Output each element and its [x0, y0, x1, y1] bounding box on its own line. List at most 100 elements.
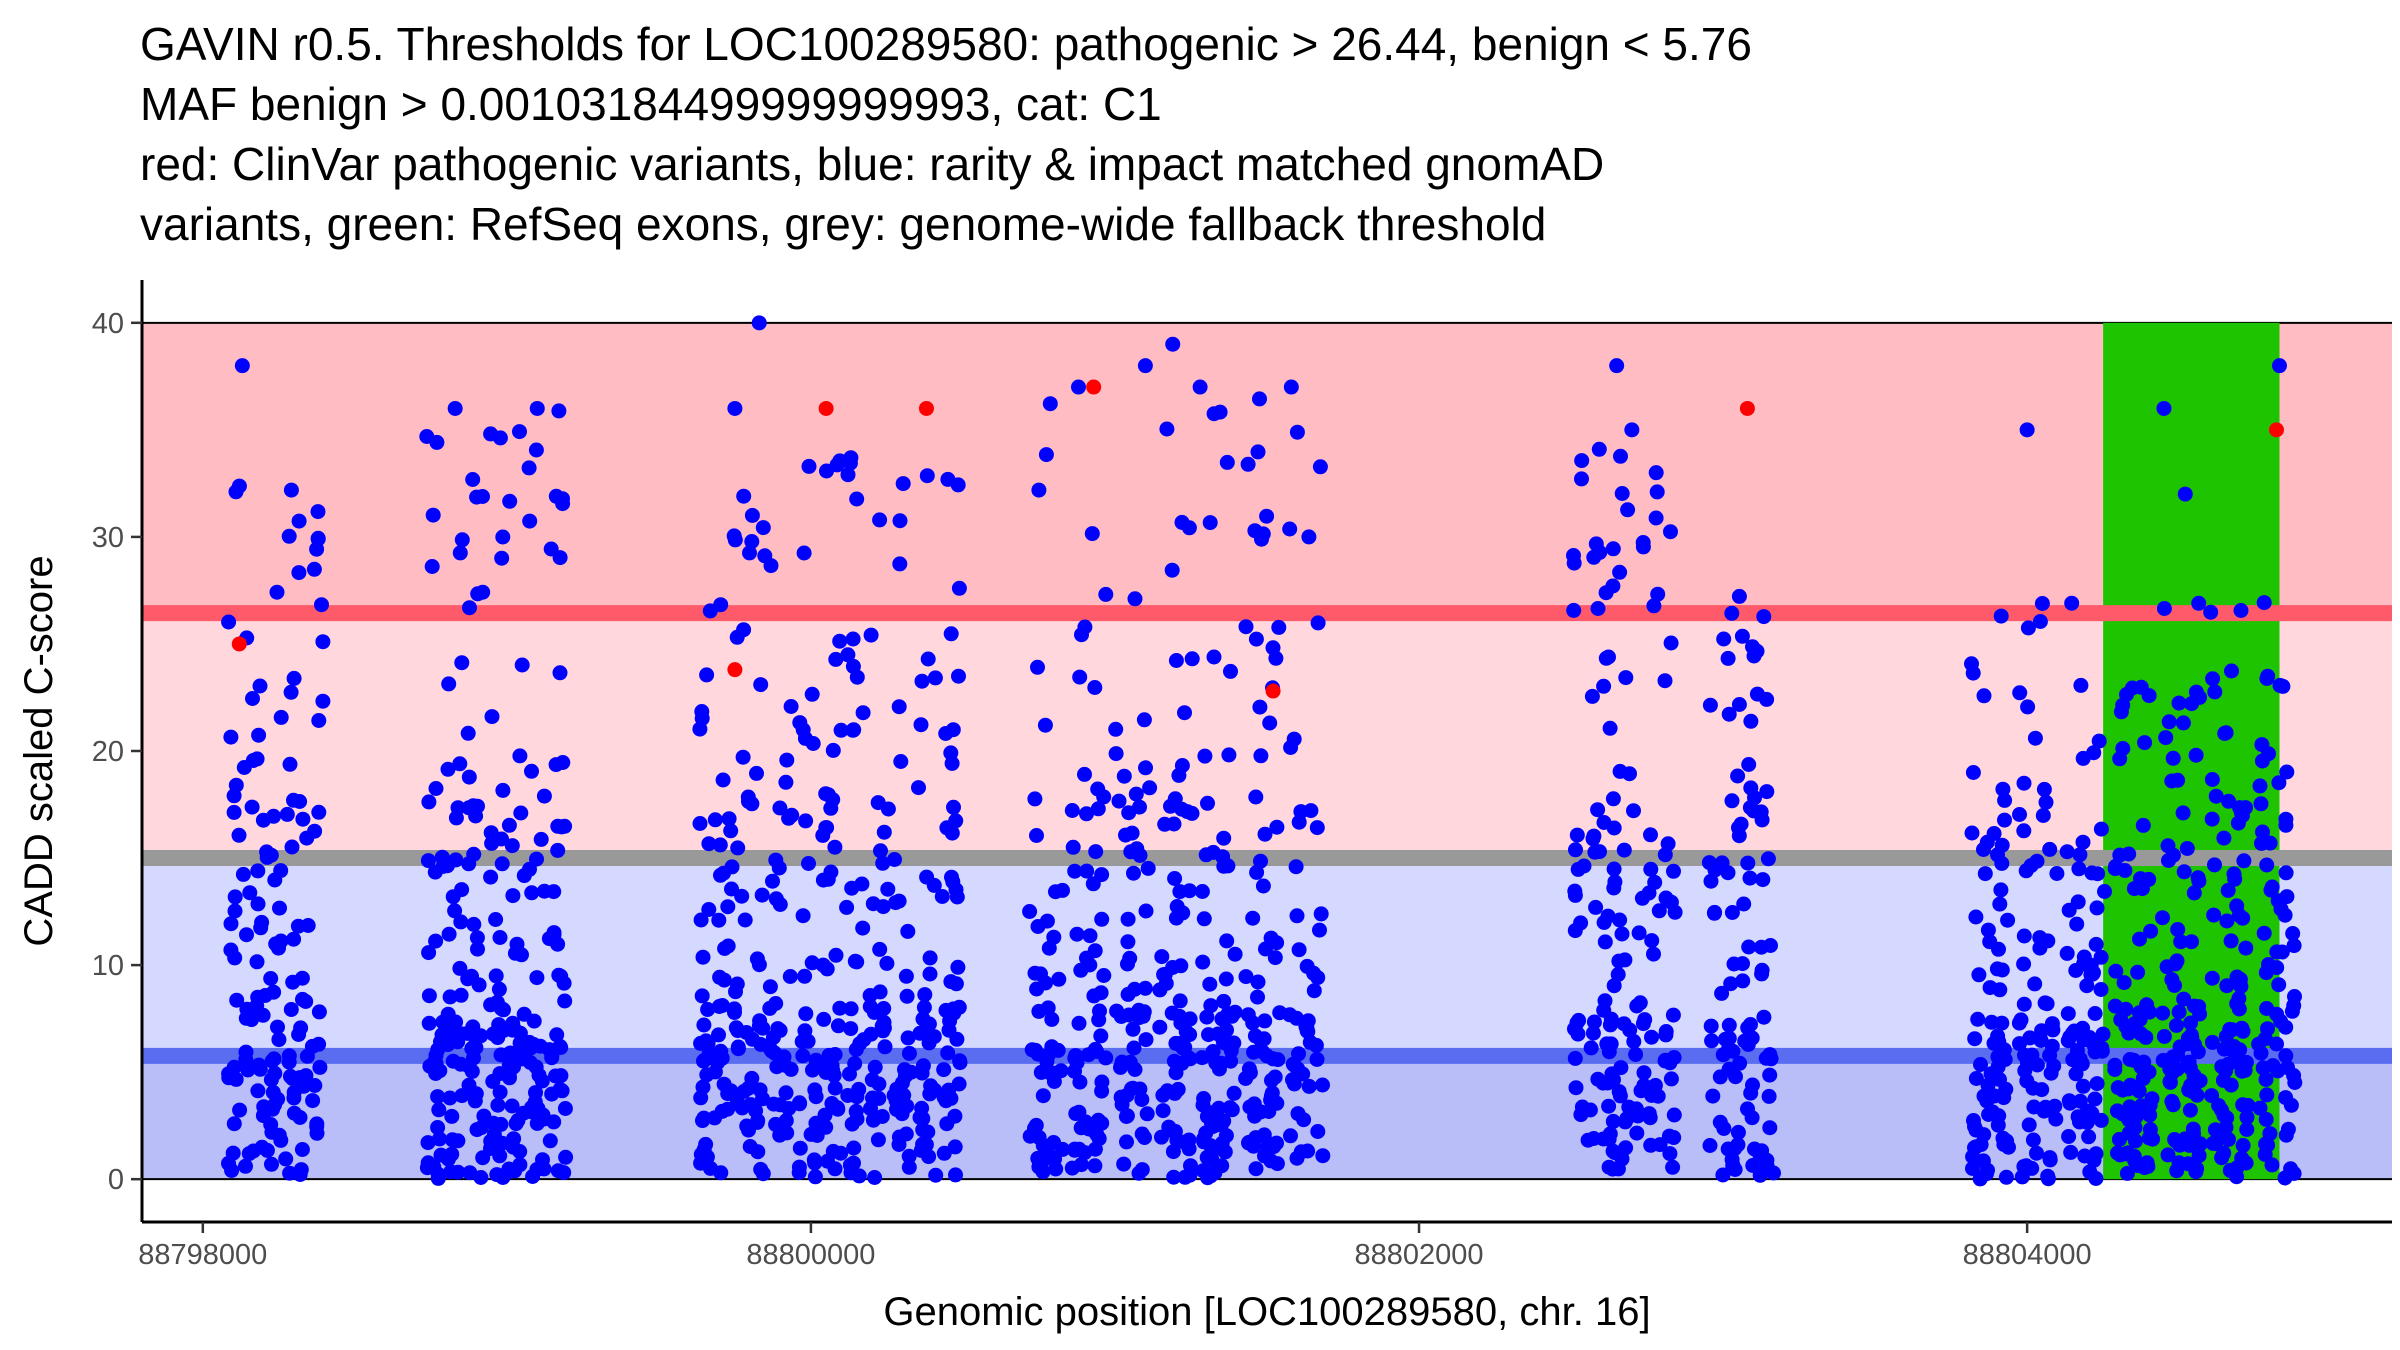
gnomad-point: [1108, 721, 1124, 737]
gnomad-point: [1723, 976, 1739, 992]
gnomad-point: [484, 709, 500, 725]
gnomad-point: [464, 1041, 480, 1056]
gnomad-point: [1222, 1100, 1238, 1116]
gnomad-point: [271, 1127, 287, 1143]
gnomad-point: [1223, 1053, 1239, 1069]
gnomad-point: [879, 955, 895, 971]
gnomad-point: [279, 806, 295, 822]
gnomad-point: [2165, 847, 2181, 863]
gnomad-point: [1126, 865, 1141, 881]
gnomad-point: [488, 912, 504, 927]
gnomad-point: [2233, 603, 2249, 618]
gnomad-point: [226, 804, 242, 820]
gnomad-point: [922, 1032, 937, 1048]
gnomad-point: [825, 792, 841, 808]
gnomad-point: [1116, 768, 1132, 784]
gnomad-point: [1195, 954, 1211, 970]
gnomad-point: [473, 1170, 489, 1185]
gnomad-point: [501, 817, 517, 833]
gnomad-point: [1592, 844, 1607, 860]
gnomad-point: [2094, 1043, 2110, 1059]
gnomad-point: [730, 1039, 746, 1055]
gnomad-point: [1247, 1108, 1263, 1124]
gnomad-point: [1073, 1120, 1089, 1136]
gnomad-point: [265, 1084, 281, 1100]
gnomad-point: [898, 1126, 914, 1142]
gnomad-point: [241, 1146, 257, 1162]
gnomad-point: [492, 1084, 508, 1100]
gnomad-point: [442, 1090, 458, 1106]
gnomad-point: [1048, 884, 1063, 900]
gnomad-point: [2061, 1129, 2077, 1144]
gnomad-point: [1134, 1162, 1150, 1178]
gnomad-point: [2012, 685, 2028, 701]
x-axis-ticks: 88798000 88800000 88802000 88804000: [138, 1222, 2092, 1271]
gnomad-point: [244, 799, 260, 815]
gnomad-point: [744, 534, 760, 549]
gnomad-point: [555, 755, 571, 770]
gnomad-point: [2075, 834, 2091, 850]
title-line-1: GAVIN r0.5. Thresholds for LOC100289580:…: [140, 18, 1752, 70]
x-tick-label: 88804000: [1963, 1239, 2092, 1271]
gnomad-point: [284, 839, 300, 855]
gnomad-point: [825, 742, 841, 758]
gnomad-point: [1180, 1049, 1196, 1065]
gnomad-point: [1626, 1034, 1642, 1049]
gnomad-point: [286, 1084, 302, 1100]
gnomad-point: [2218, 1029, 2234, 1045]
gnomad-point: [495, 529, 511, 545]
gnomad-point: [820, 871, 836, 887]
gnomad-point: [2255, 824, 2270, 840]
gnomad-point: [238, 1158, 253, 1174]
gnomad-point: [1255, 878, 1271, 894]
gnomad-point: [231, 478, 247, 494]
gnomad-point: [1754, 1143, 1770, 1159]
gnomad-point: [818, 1119, 834, 1135]
gnomad-point: [1584, 688, 1600, 704]
gnomad-point: [227, 950, 243, 966]
gnomad-point: [1134, 1092, 1150, 1107]
gnomad-point: [224, 1163, 240, 1178]
gnomad-point: [492, 1066, 508, 1082]
gnomad-point: [2108, 963, 2124, 979]
gnomad-point: [1721, 1017, 1737, 1033]
gnomad-point: [1131, 1010, 1147, 1025]
gnomad-point: [2089, 900, 2105, 916]
gnomad-point: [1227, 946, 1243, 962]
clinvar-point: [918, 400, 934, 416]
gnomad-point: [1254, 531, 1269, 547]
gnomad-point: [755, 520, 771, 536]
gnomad-point: [528, 442, 544, 458]
gnomad-point: [911, 780, 926, 796]
gnomad-point: [875, 1023, 891, 1039]
gnomad-point: [2036, 1103, 2052, 1119]
gnomad-point: [223, 916, 239, 932]
gnomad-point: [892, 1102, 908, 1118]
gnomad-point: [420, 1135, 436, 1151]
gnomad-point: [2107, 998, 2123, 1014]
gnomad-point: [1596, 815, 1612, 830]
gnomad-point: [1665, 1159, 1681, 1175]
gnomad-point: [231, 827, 247, 843]
gnomad-point: [892, 513, 908, 529]
gnomad-point: [707, 1110, 723, 1126]
gnomad-point: [736, 1084, 752, 1099]
gnomad-point: [2084, 865, 2100, 881]
gnomad-point: [1597, 934, 1613, 950]
gnomad-point: [1046, 1135, 1062, 1150]
gnomad-point: [2112, 847, 2128, 863]
gnomad-point: [1140, 860, 1156, 876]
gnomad-point: [895, 476, 911, 492]
gnomad-point: [1966, 1113, 1981, 1128]
gnomad-point: [2168, 1018, 2184, 1033]
gnomad-point: [1290, 1061, 1306, 1077]
gnomad-point: [470, 586, 486, 602]
gnomad-point: [1216, 830, 1232, 846]
gnomad-point: [1200, 795, 1215, 811]
gnomad-point: [447, 400, 463, 416]
gnomad-point: [872, 984, 888, 1000]
gnomad-point: [1118, 827, 1133, 843]
gnomad-point: [1127, 1062, 1143, 1077]
gnomad-point: [245, 691, 260, 706]
gnomad-point: [936, 1062, 952, 1078]
